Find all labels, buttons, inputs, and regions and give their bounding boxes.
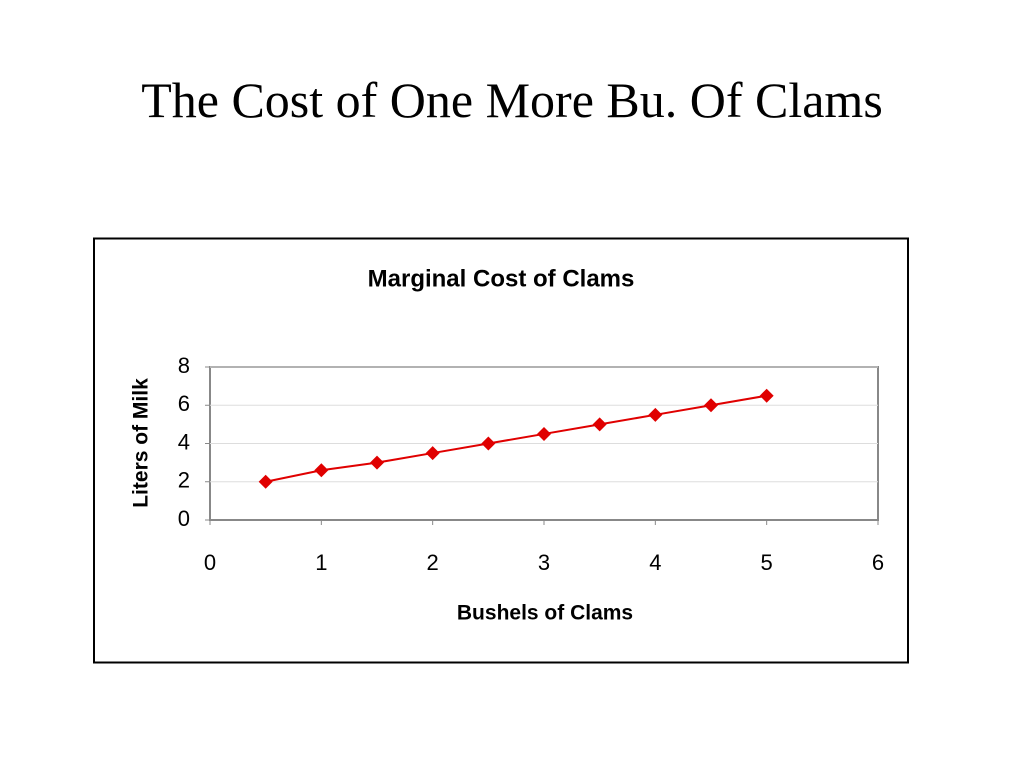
slide-title: The Cost of One More Bu. Of Clams — [141, 72, 883, 128]
y-axis-label: Liters of Milk — [130, 378, 153, 508]
x-tick-label: 0 — [204, 550, 216, 575]
data-point — [481, 436, 496, 451]
data-point — [314, 463, 329, 478]
y-tick-label: 4 — [178, 429, 190, 454]
y-tick-label: 2 — [178, 468, 190, 493]
data-point — [370, 455, 384, 470]
x-tick-label: 4 — [649, 550, 661, 575]
data-point — [759, 388, 774, 403]
data-point — [537, 426, 551, 441]
chart-title: Marginal Cost of Clams — [368, 265, 635, 292]
x-tick-label: 3 — [538, 550, 550, 575]
data-point — [648, 407, 663, 422]
data-point — [592, 417, 607, 432]
x-tick-label: 1 — [315, 550, 327, 575]
x-axis-label: Bushels of Clams — [457, 602, 633, 625]
y-tick-label: 8 — [178, 353, 190, 378]
x-tick-label: 5 — [761, 550, 773, 575]
data-point — [425, 446, 440, 461]
y-tick-label: 0 — [178, 506, 190, 531]
series-line — [265, 394, 767, 483]
data-point — [258, 474, 273, 489]
data-point — [704, 398, 718, 413]
x-tick-label: 2 — [427, 550, 439, 575]
x-tick-label: 6 — [872, 550, 884, 575]
y-tick-label: 6 — [178, 391, 190, 416]
